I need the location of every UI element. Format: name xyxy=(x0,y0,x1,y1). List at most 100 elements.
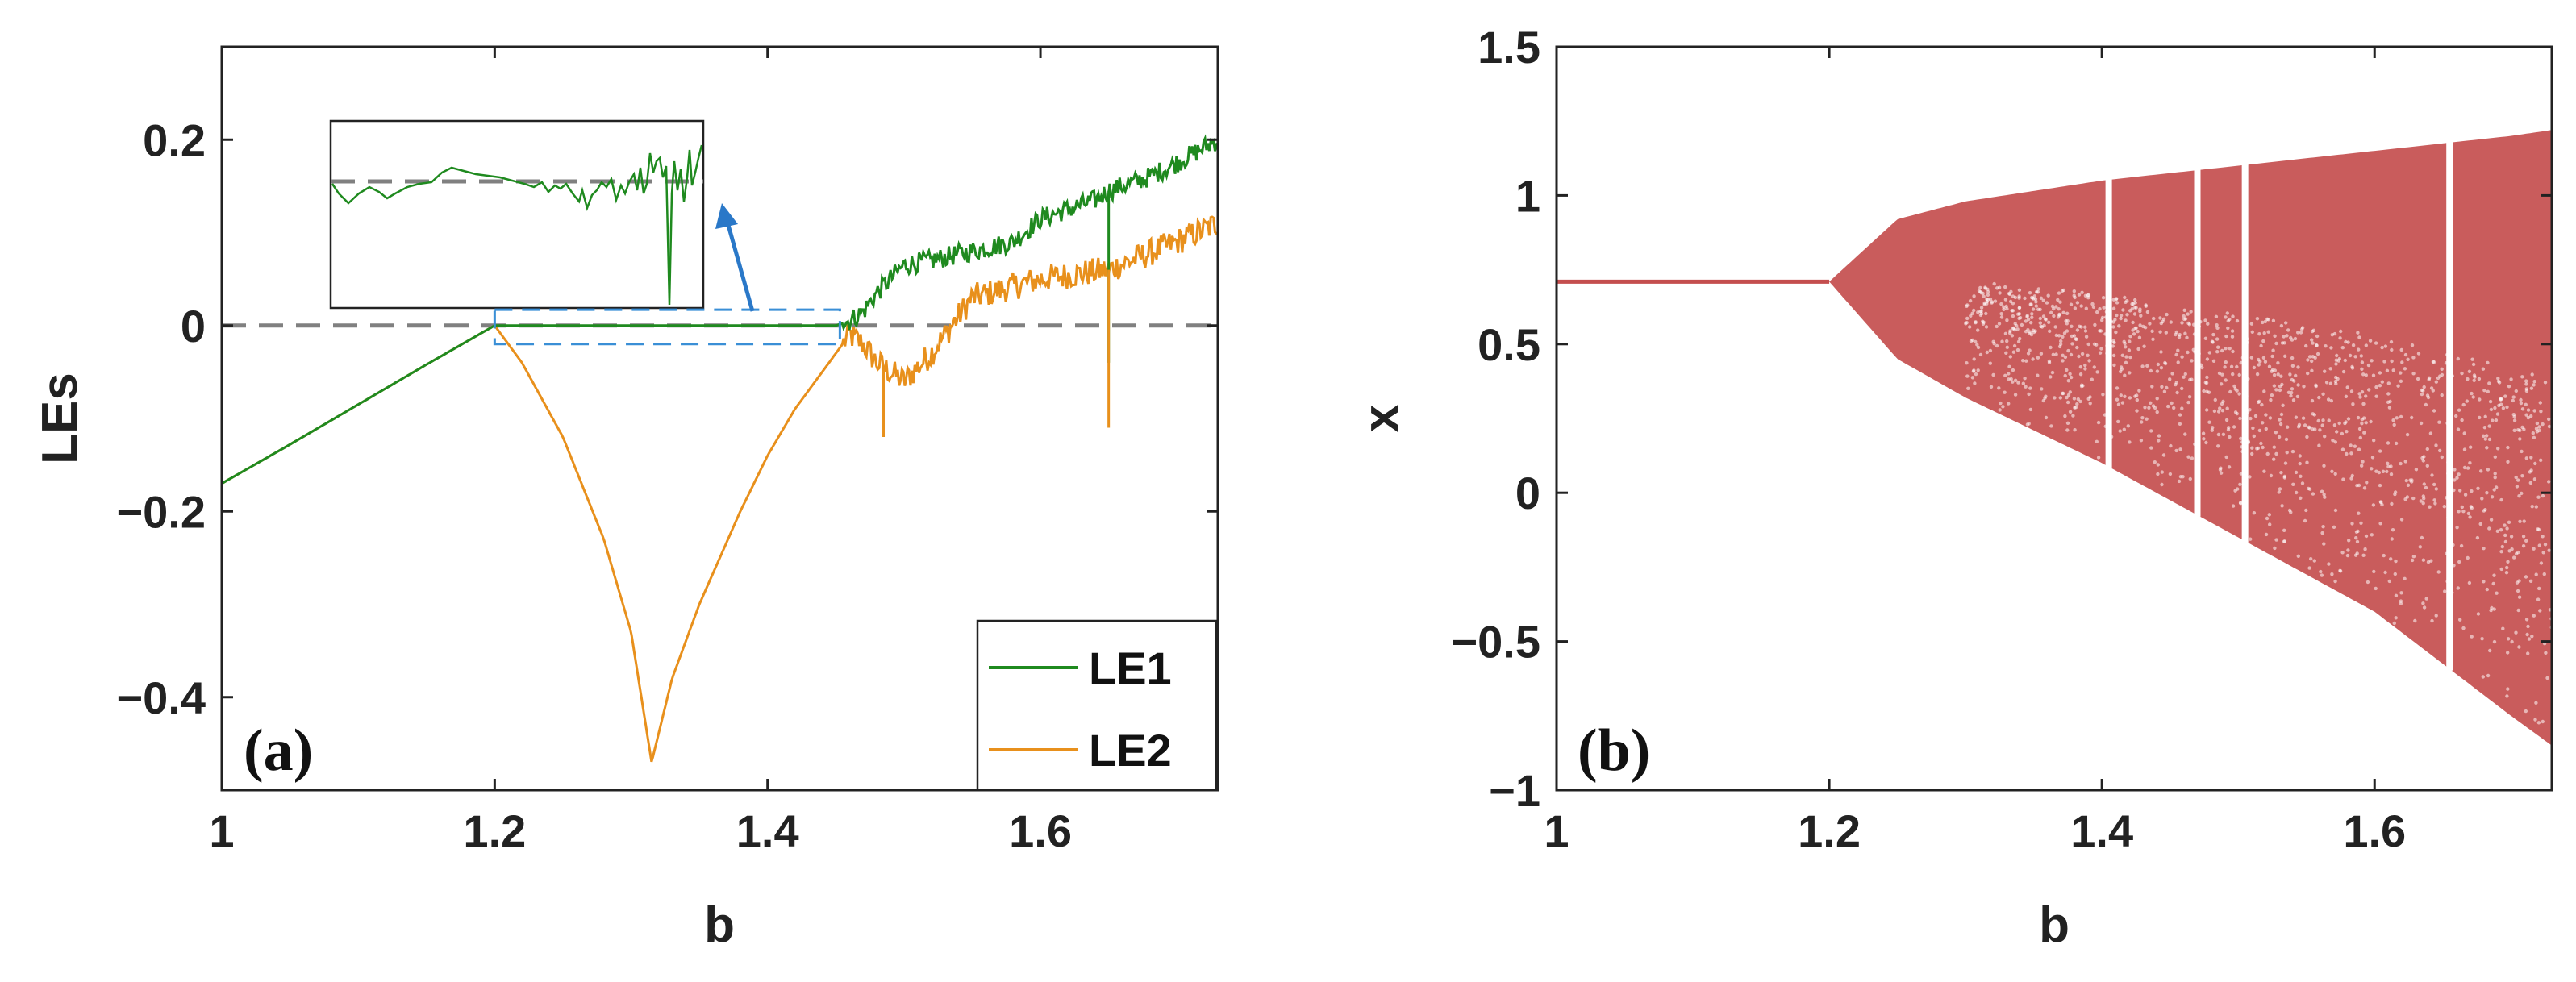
scatter-gap-dot xyxy=(2259,343,2263,348)
scatter-gap-dot xyxy=(2285,451,2289,455)
scatter-gap-dot xyxy=(2077,354,2081,359)
scatter-gap-dot xyxy=(2114,298,2118,302)
scatter-gap-dot xyxy=(2158,316,2162,320)
scatter-gap-dot xyxy=(2111,339,2115,343)
scatter-gap-dot xyxy=(2522,519,2526,523)
scatter-gap-dot xyxy=(2229,364,2234,368)
scatter-gap-dot xyxy=(2072,289,2076,293)
scatter-gap-dot xyxy=(2532,477,2537,481)
scatter-gap-dot xyxy=(2473,375,2477,379)
scatter-gap-dot xyxy=(2060,289,2065,293)
scatter-gap-dot xyxy=(2174,330,2178,335)
scatter-gap-dot xyxy=(2277,490,2281,494)
scatter-gap-dot xyxy=(2524,456,2528,460)
scatter-gap-dot xyxy=(2086,293,2090,297)
scatter-gap-dot xyxy=(2505,565,2509,570)
scatter-gap-dot xyxy=(2487,381,2491,385)
scatter-gap-dot xyxy=(2470,357,2474,361)
scatter-gap-dot xyxy=(1995,343,1999,348)
scatter-gap-dot xyxy=(2237,392,2241,396)
scatter-gap-dot xyxy=(2372,569,2376,574)
scatter-gap-dot xyxy=(2239,436,2243,441)
panel-a-xtick-label: 1 xyxy=(209,805,234,856)
scatter-gap-dot xyxy=(2529,414,2533,418)
scatter-gap-dot xyxy=(2330,469,2334,473)
scatter-gap-dot xyxy=(2442,505,2446,509)
scatter-gap-dot xyxy=(2096,456,2101,460)
scatter-gap-dot xyxy=(2429,559,2433,563)
scatter-gap-dot xyxy=(2003,298,2008,302)
scatter-gap-dot xyxy=(2072,397,2077,401)
scatter-gap-dot xyxy=(2494,418,2499,422)
scatter-gap-dot xyxy=(1998,408,2002,412)
scatter-gap-dot xyxy=(2262,469,2266,473)
scatter-gap-dot xyxy=(2117,324,2121,328)
scatter-gap-dot xyxy=(2177,479,2182,484)
scatter-gap-dot xyxy=(2226,427,2231,432)
scatter-gap-dot xyxy=(2270,354,2274,359)
scatter-gap-dot xyxy=(2506,637,2511,641)
scatter-gap-dot xyxy=(2434,487,2438,491)
scatter-gap-dot xyxy=(2084,335,2089,339)
scatter-gap-dot xyxy=(2115,386,2120,390)
scatter-gap-dot xyxy=(2158,330,2162,334)
scatter-gap-dot xyxy=(2478,397,2482,402)
scatter-gap-dot xyxy=(2153,406,2157,410)
scatter-gap-dot xyxy=(2111,306,2116,310)
scatter-gap-dot xyxy=(2169,443,2173,448)
panel-b-ytick-label: 0.5 xyxy=(1478,319,1540,370)
scatter-gap-dot xyxy=(2440,367,2444,371)
scatter-gap-dot xyxy=(1964,322,1968,326)
scatter-gap-dot xyxy=(2389,464,2393,468)
scatter-gap-dot xyxy=(2378,371,2382,375)
scatter-gap-dot xyxy=(2389,472,2394,476)
scatter-gap-dot xyxy=(2519,401,2524,406)
scatter-gap-dot xyxy=(2131,302,2135,306)
scatter-gap-dot xyxy=(2168,377,2172,381)
scatter-gap-dot xyxy=(2430,473,2434,477)
scatter-gap-dot xyxy=(2274,431,2278,435)
scatter-gap-dot xyxy=(2330,333,2334,337)
scatter-gap-dot xyxy=(2279,412,2284,417)
scatter-gap-dot xyxy=(1965,374,1970,378)
scatter-gap-dot xyxy=(2070,324,2074,328)
scatter-gap-dot xyxy=(1972,308,1976,313)
scatter-gap-dot xyxy=(2274,538,2278,542)
scatter-gap-dot xyxy=(2405,432,2410,437)
scatter-sparse-points xyxy=(1964,281,2552,725)
scatter-gap-dot xyxy=(2223,365,2227,369)
scatter-gap-dot xyxy=(2140,420,2144,424)
scatter-gap-dot xyxy=(2345,430,2349,434)
scatter-gap-dot xyxy=(1966,386,1970,390)
scatter-gap-dot xyxy=(2054,305,2058,309)
panel-a-ytick-label: −0.4 xyxy=(116,672,206,723)
scatter-gap-dot xyxy=(2524,382,2528,386)
scatter-gap-dot xyxy=(2424,402,2428,407)
scatter-gap-dot xyxy=(2349,451,2353,456)
scatter-gap-dot xyxy=(2416,377,2420,381)
scatter-gap-dot xyxy=(2160,482,2164,487)
scatter-gap-dot xyxy=(1973,381,1977,385)
scatter-gap-dot xyxy=(2021,381,2025,385)
scatter-gap-dot xyxy=(2486,360,2490,365)
scatter-gap-dot xyxy=(2413,618,2417,623)
scatter-gap-dot xyxy=(2029,321,2033,325)
scatter-gap-dot xyxy=(2262,331,2266,335)
scatter-gap-dot xyxy=(2000,339,2004,343)
scatter-gap-dot xyxy=(2170,372,2174,376)
scatter-gap-dot xyxy=(2521,544,2526,548)
scatter-gap-dot xyxy=(2176,348,2180,352)
scatter-gap-dot xyxy=(2311,412,2315,416)
scatter-gap-dot xyxy=(2517,595,2522,599)
scatter-gap-dot xyxy=(2394,441,2399,446)
scatter-gap-dot xyxy=(2161,317,2166,321)
scatter-gap-dot xyxy=(2320,573,2324,577)
scatter-gap-dot xyxy=(2212,409,2217,414)
scatter-gap-dot xyxy=(2044,394,2048,398)
scatter-gap-dot xyxy=(2466,555,2470,560)
scatter-gap-dot xyxy=(2025,422,2030,427)
chaotic-band xyxy=(1829,130,2552,746)
scatter-gap-dot xyxy=(2462,465,2467,470)
scatter-gap-dot xyxy=(2337,421,2341,426)
scatter-gap-dot xyxy=(2370,456,2375,460)
